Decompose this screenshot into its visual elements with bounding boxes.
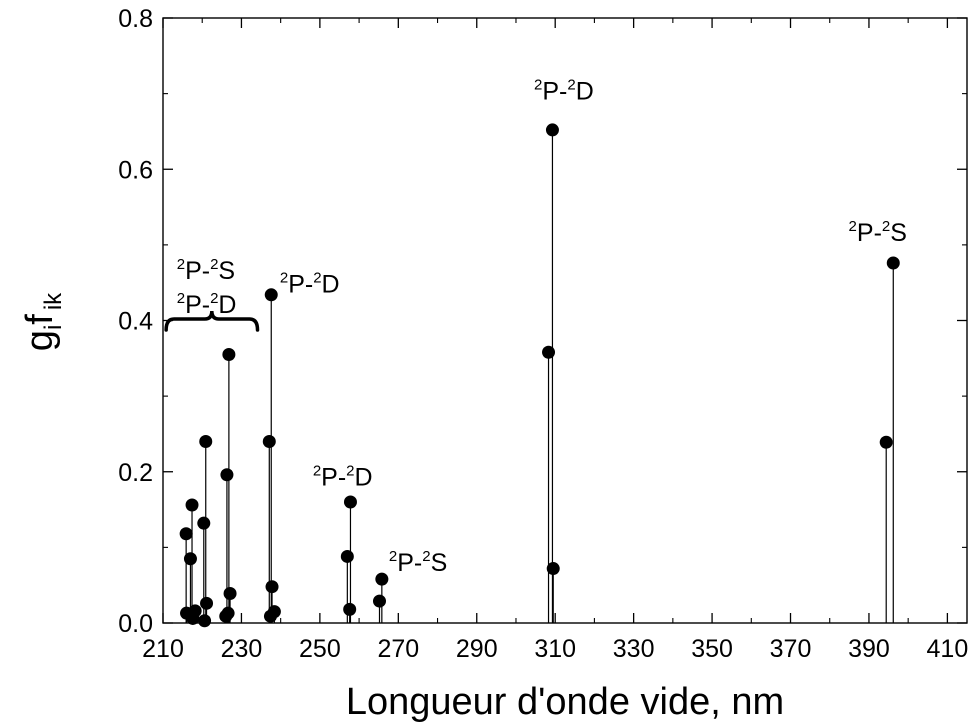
x-tick-label: 250 (299, 635, 341, 663)
data-point (546, 562, 560, 576)
data-point (262, 435, 276, 448)
stems (185, 129, 894, 623)
x-tick-label: 350 (691, 635, 733, 663)
axis-ticks (162, 17, 967, 624)
x-tick-labels: 210 230 250 270 290 310 330 350 370 390 410 (142, 635, 968, 663)
y-axis-label-mid: f (19, 314, 61, 325)
annotation-label: 2P-2S (177, 256, 235, 285)
plot-area (162, 17, 968, 624)
data-point (264, 288, 278, 302)
data-point (188, 604, 202, 618)
y-axis-label-base: g (19, 330, 61, 351)
annotations: 2P-2S 2P-2D 2P-2D 2P-2D 2P-2S 2P-2D 2P-2S (177, 77, 907, 577)
svg-text:gifik: gif ik (19, 292, 67, 351)
x-tick-label: 230 (221, 635, 263, 663)
annotation-label: 2P-2S (389, 548, 447, 577)
data-point (199, 435, 213, 448)
data-point (185, 498, 199, 512)
x-tick-label: 310 (534, 635, 576, 663)
data-point (343, 495, 357, 509)
data-point (265, 580, 279, 594)
plot-frame (162, 17, 968, 624)
x-tick-label: 330 (613, 635, 655, 663)
x-tick-label: 390 (848, 635, 890, 663)
annotation-label: 2P-2S (849, 218, 907, 247)
y-tick-labels: 0.0 0.2 0.4 0.6 0.8 (118, 5, 153, 638)
data-point (223, 587, 237, 601)
x-tick-label: 270 (377, 635, 419, 663)
annotation-label: 2P-2D (177, 290, 237, 319)
data-point (542, 345, 556, 359)
data-point (221, 606, 235, 620)
data-point (197, 516, 211, 530)
y-axis-label-sub2: ik (40, 292, 67, 310)
x-axis-label: Longueur d'onde vide, nm (346, 681, 784, 723)
y-tick-label: 0.2 (118, 459, 153, 487)
data-point (200, 596, 214, 610)
y-tick-label: 0.4 (118, 308, 153, 336)
data-point (879, 435, 893, 449)
y-axis-label: gif ik (19, 292, 67, 351)
y-axis-label-sub1: i (40, 325, 67, 330)
data-point (372, 594, 386, 608)
annotation-label: 2P-2D (534, 77, 594, 106)
data-point (198, 614, 212, 628)
data-point (183, 552, 197, 566)
data-point (267, 605, 281, 619)
data-point (886, 256, 900, 270)
data-point (179, 527, 193, 541)
data-point (343, 602, 357, 616)
brace-path (164, 310, 260, 332)
bracket-annotation (164, 310, 260, 332)
y-tick-label: 0.0 (118, 610, 153, 638)
x-tick-label: 410 (927, 635, 969, 663)
data-point (340, 549, 354, 563)
data-point (375, 572, 389, 586)
x-tick-label: 210 (142, 635, 184, 663)
x-tick-label: 290 (456, 635, 498, 663)
y-tick-label: 0.8 (118, 5, 153, 33)
y-tick-label: 0.6 (118, 156, 153, 184)
data-points (179, 123, 900, 628)
annotation-label: 2P-2D (313, 462, 373, 491)
data-point (220, 468, 234, 482)
data-point (222, 348, 236, 362)
x-tick-label: 370 (770, 635, 812, 663)
data-point (545, 123, 559, 137)
annotation-label: 2P-2D (280, 270, 340, 299)
